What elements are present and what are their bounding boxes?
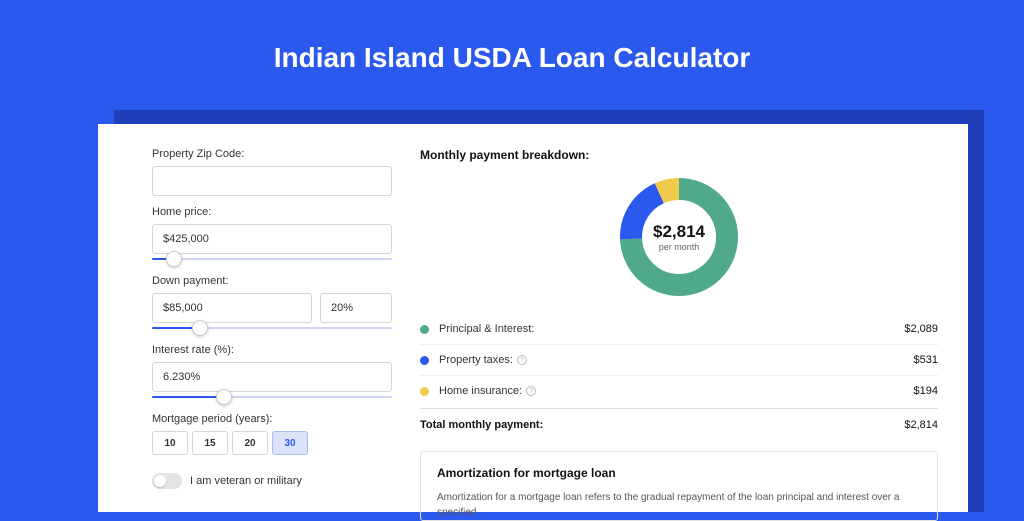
period-btn-30[interactable]: 30 (272, 431, 308, 455)
period-buttons: 10152030 (152, 431, 392, 455)
interest-label: Interest rate (%): (152, 344, 392, 356)
donut-amount: $2,814 (653, 222, 705, 242)
home-price-input[interactable] (152, 224, 392, 254)
period-btn-15[interactable]: 15 (192, 431, 228, 455)
legend-row: Home insurance: ?$194 (420, 376, 938, 406)
veteran-label: I am veteran or military (190, 475, 302, 487)
page-title: Indian Island USDA Loan Calculator (0, 0, 1024, 100)
total-label: Total monthly payment: (420, 419, 904, 431)
breakdown-title: Monthly payment breakdown: (420, 148, 938, 162)
legend-row: Principal & Interest:$2,089 (420, 314, 938, 345)
legend-dot (420, 387, 429, 396)
down-payment-input[interactable] (152, 293, 312, 323)
info-icon[interactable]: ? (517, 355, 527, 365)
legend-value: $194 (914, 385, 938, 397)
legend-dot (420, 356, 429, 365)
legend-value: $2,089 (904, 323, 938, 335)
legend-label: Property taxes: ? (439, 354, 914, 366)
amortization-box: Amortization for mortgage loan Amortizat… (420, 451, 938, 521)
zip-input[interactable] (152, 166, 392, 196)
amortization-title: Amortization for mortgage loan (437, 466, 921, 480)
period-btn-10[interactable]: 10 (152, 431, 188, 455)
form-column: Property Zip Code: Home price: Down paym… (152, 148, 392, 512)
results-column: Monthly payment breakdown: $2,814 per mo… (420, 148, 938, 512)
down-payment-pct-input[interactable] (320, 293, 392, 323)
period-label: Mortgage period (years): (152, 413, 392, 425)
veteran-toggle[interactable] (152, 473, 182, 489)
legend-label: Principal & Interest: (439, 323, 904, 335)
amortization-text: Amortization for a mortgage loan refers … (437, 490, 921, 520)
down-payment-label: Down payment: (152, 275, 392, 287)
zip-label: Property Zip Code: (152, 148, 392, 160)
donut-sub: per month (659, 242, 700, 252)
total-value: $2,814 (904, 419, 938, 431)
interest-slider[interactable] (152, 391, 392, 403)
interest-input[interactable] (152, 362, 392, 392)
calculator-panel: Property Zip Code: Home price: Down paym… (98, 124, 968, 512)
period-btn-20[interactable]: 20 (232, 431, 268, 455)
legend-dot (420, 325, 429, 334)
legend-row: Property taxes: ?$531 (420, 345, 938, 376)
home-price-slider[interactable] (152, 253, 392, 265)
total-row: Total monthly payment: $2,814 (420, 408, 938, 445)
donut-chart: $2,814 per month (420, 174, 938, 314)
down-payment-slider[interactable] (152, 322, 392, 334)
legend-label: Home insurance: ? (439, 385, 914, 397)
home-price-label: Home price: (152, 206, 392, 218)
legend-value: $531 (914, 354, 938, 366)
info-icon[interactable]: ? (526, 386, 536, 396)
